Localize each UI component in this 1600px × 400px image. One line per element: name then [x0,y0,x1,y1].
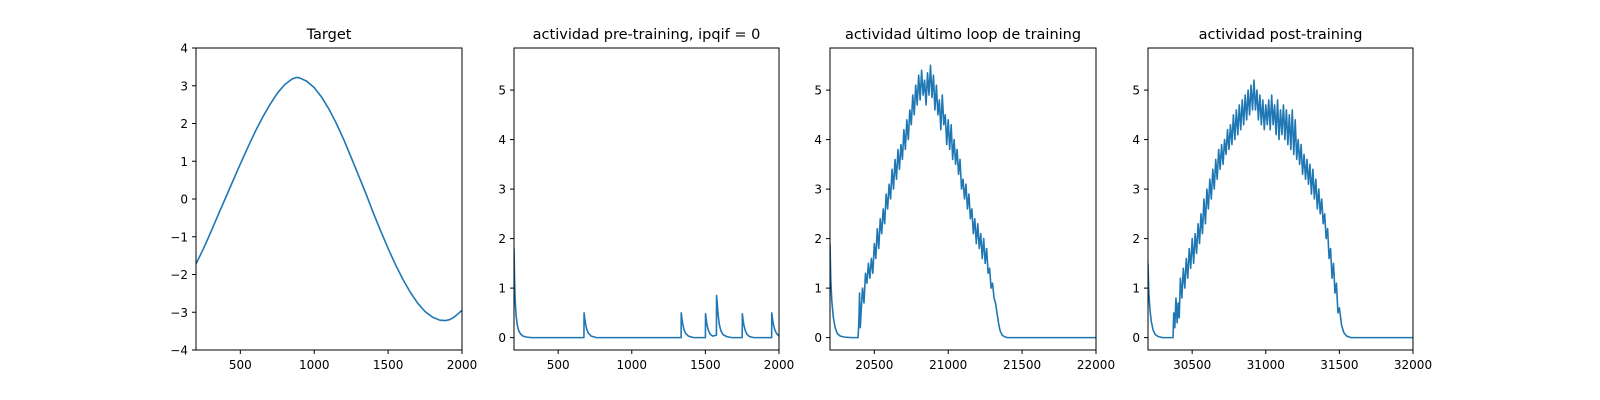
y-tick-label: 0 [1132,331,1140,345]
y-tick-label: 3 [180,79,188,93]
series-line-1 [1148,79,1413,339]
y-tick-label: 4 [1132,133,1140,147]
y-tick-label: 5 [814,84,822,98]
x-tick-label: 1500 [373,358,404,372]
y-tick-label: −1 [170,230,188,244]
x-tick-label: 32000 [1394,358,1432,372]
x-tick-label: 30500 [1173,358,1211,372]
y-tick-label: 3 [498,183,506,197]
subplot-title: Target [306,27,352,43]
y-tick-label: −3 [170,306,188,320]
x-tick-label: 500 [229,358,252,372]
y-tick-label: 1 [498,282,506,296]
axes-frame [1147,47,1414,351]
y-tick-label: −4 [170,344,188,358]
subplot-3: 20500 21000 21500 22000 0 1 2 3 4 5 actividad últi… [814,27,1115,372]
subplot-4: 30500 31000 31500 32000 0 1 2 3 4 5 actividad post… [1132,27,1432,372]
x-tick-label: 1000 [617,358,648,372]
y-tick-label: 2 [498,232,506,246]
y-tick-label: −2 [170,268,188,282]
y-tick-label: 3 [1132,183,1140,197]
y-tick-label: 4 [498,133,506,147]
y-tick-label: 2 [814,232,822,246]
y-tick-label: 2 [1132,232,1140,246]
axes-frame [829,47,1097,351]
series-line-1 [196,76,462,322]
y-tick-label: 1 [814,282,822,296]
subplot-2: 500 1000 1500 2000 0 1 2 3 4 5 actividad pre-train… [498,27,794,372]
subplot-title: actividad último loop de training [845,27,1081,43]
x-tick-label: 1500 [690,358,721,372]
y-tick-label: 2 [180,117,188,131]
y-tick-label: 4 [180,42,188,56]
x-tick-label: 22000 [1077,358,1115,372]
y-tick-label: 5 [498,84,506,98]
y-tick-label: 0 [180,193,188,207]
subplot-1: 500 1000 1500 2000 −4 −3 −2 −1 0 1 2 3 4 Target [170,27,477,372]
x-tick-label: 20500 [855,358,893,372]
subplot-title: actividad post-training [1199,27,1363,43]
x-tick-label: 2000 [764,358,795,372]
y-tick-label: 1 [180,155,188,169]
x-tick-label: 1000 [299,358,330,372]
y-tick-label: 4 [814,133,822,147]
x-tick-label: 31500 [1320,358,1358,372]
y-tick-label: 0 [814,331,822,345]
subplot-title: actividad pre-training, ipqif = 0 [533,27,761,43]
y-tick-label: 0 [498,331,506,345]
series-line-1 [514,248,779,339]
x-tick-label: 21000 [929,358,967,372]
y-tick-label: 3 [814,183,822,197]
x-tick-label: 31000 [1247,358,1285,372]
x-tick-label: 21500 [1003,358,1041,372]
x-tick-label: 2000 [447,358,478,372]
y-tick-label: 5 [1132,84,1140,98]
axes-frame [513,47,780,351]
y-tick-label: 1 [1132,282,1140,296]
series-line-1 [830,64,1096,339]
x-tick-label: 500 [547,358,570,372]
